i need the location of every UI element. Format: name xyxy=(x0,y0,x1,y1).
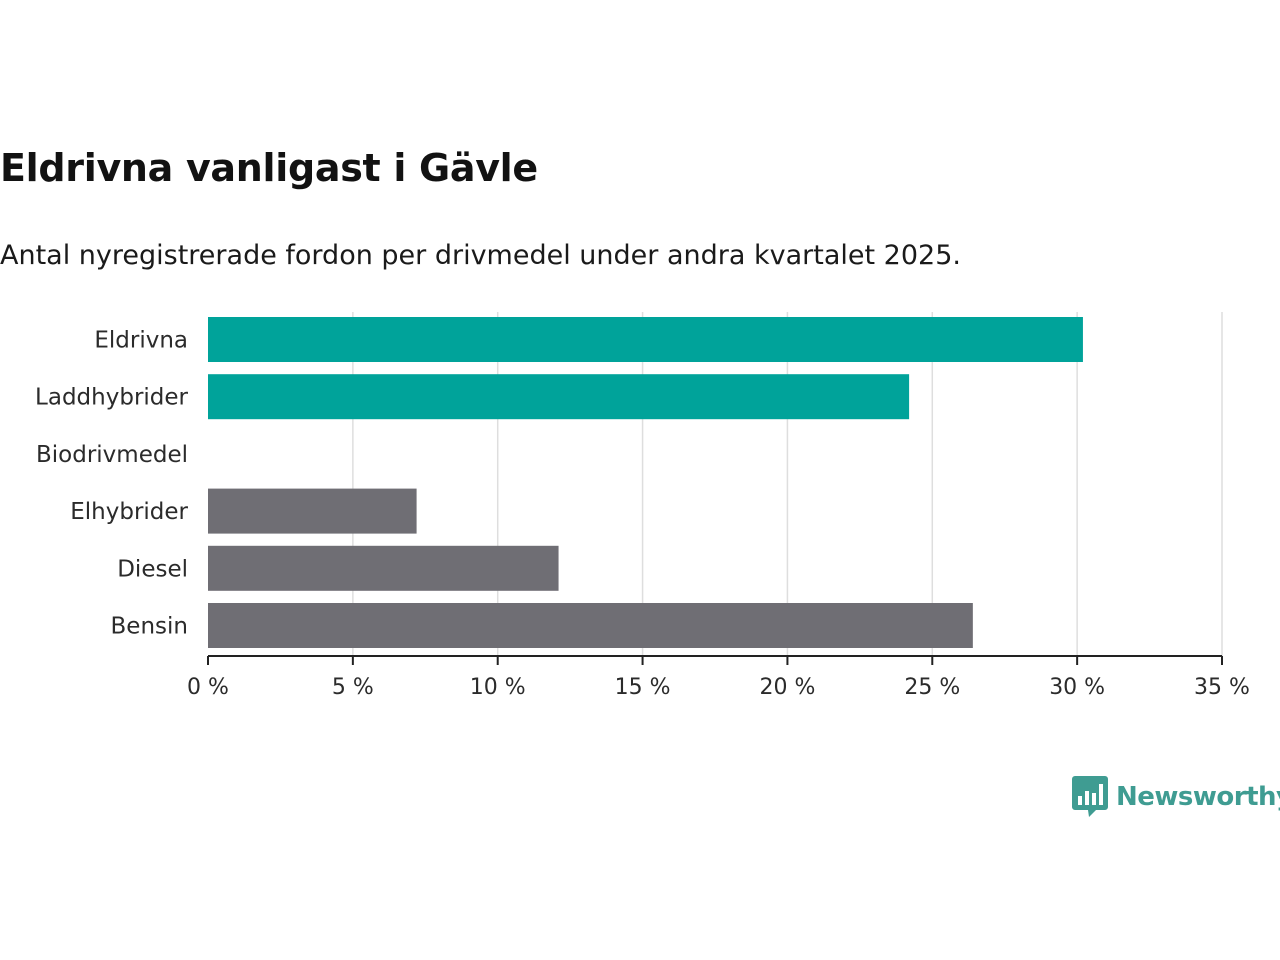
bar-chart: 0 % 5 % 10 % 15 % 20 % 25 % 30 % 35 % Eldrivna L… xyxy=(35,312,1250,700)
bar-elhybrider xyxy=(208,488,417,534)
x-tick-label: 30 % xyxy=(1049,675,1105,700)
logo-text: Newsworthy xyxy=(1116,782,1280,812)
category-label: Eldrivna xyxy=(94,328,188,354)
x-axis: 0 % 5 % 10 % 15 % 20 % 25 % 30 % 35 % xyxy=(187,655,1250,700)
newsworthy-logo: Newsworthy xyxy=(1072,776,1280,818)
chart-subtitle: Antal nyregistrerade fordon per drivmede… xyxy=(0,240,961,271)
x-tick-label: 35 % xyxy=(1194,675,1250,700)
category-label: Elhybrider xyxy=(70,499,188,525)
x-tick-label: 20 % xyxy=(759,675,815,700)
x-tick-label: 10 % xyxy=(470,675,526,700)
bar-eldrivna xyxy=(208,317,1083,362)
bar-laddhybrider xyxy=(208,374,910,420)
x-tick-label: 0 % xyxy=(187,675,229,700)
chart-title: Eldrivna vanligast i Gävle xyxy=(0,146,538,190)
bar-diesel xyxy=(208,545,559,591)
bar-bensin xyxy=(208,603,973,648)
category-label: Diesel xyxy=(117,556,188,582)
bars xyxy=(208,317,1083,648)
category-label: Bensin xyxy=(111,614,188,640)
bar-chart-speech-bubble-icon xyxy=(1072,776,1108,817)
x-tick-label: 15 % xyxy=(615,675,671,700)
category-label: Biodrivmedel xyxy=(36,442,188,468)
category-labels: Eldrivna Laddhybrider Biodrivmedel Elhybrid… xyxy=(35,328,188,640)
x-tick-label: 5 % xyxy=(332,675,374,700)
grid-lines xyxy=(352,312,1223,656)
x-tick-label: 25 % xyxy=(904,675,960,700)
category-label: Laddhybrider xyxy=(35,385,188,411)
